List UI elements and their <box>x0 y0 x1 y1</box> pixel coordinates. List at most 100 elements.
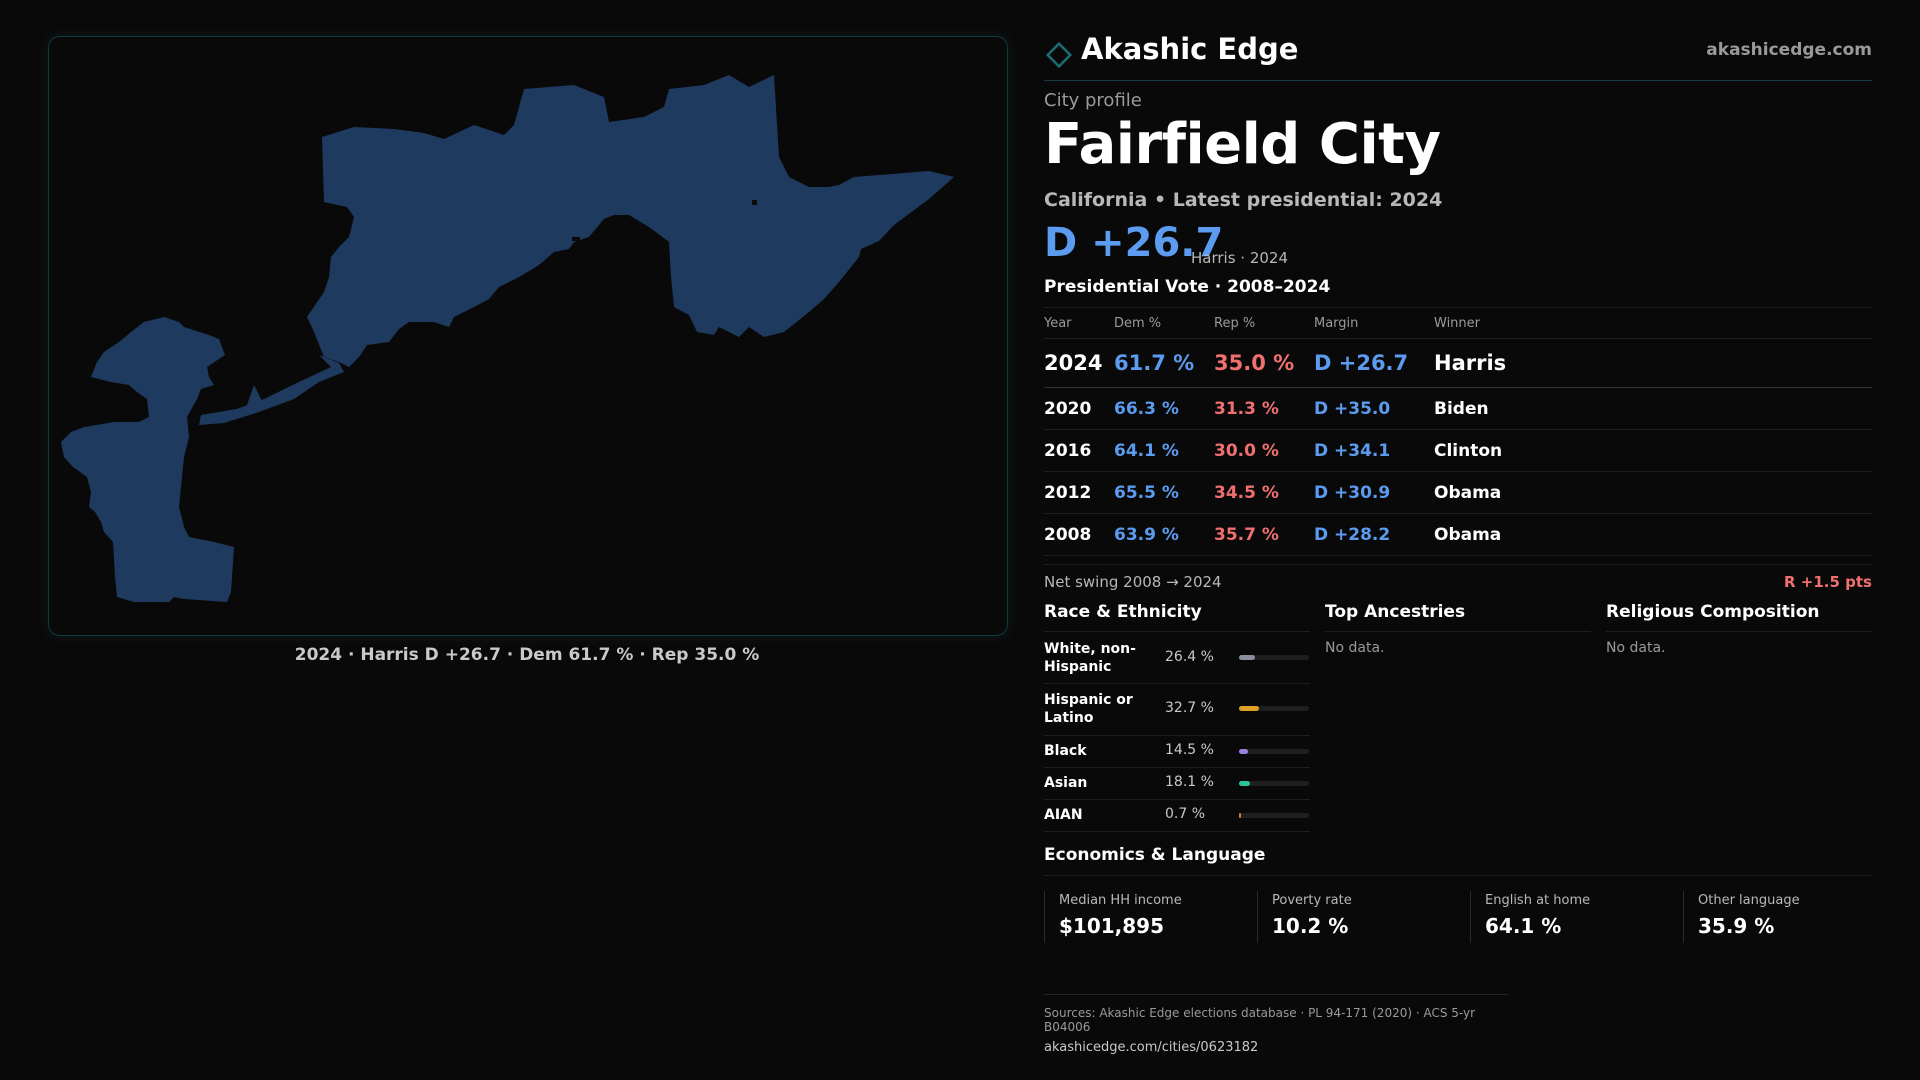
table-row: 2024 61.7 % 35.0 % D +26.7 Harris <box>1044 339 1872 388</box>
sources-url-link[interactable]: akashicedge.com/cities/0623182 <box>1044 1040 1259 1055</box>
cell-margin: D +30.9 <box>1314 483 1391 503</box>
table-row: 2012 65.5 % 34.5 % D +30.9 Obama <box>1044 472 1872 514</box>
cell-year: 2020 <box>1044 399 1092 419</box>
cell-margin: D +34.1 <box>1314 441 1391 461</box>
presidential-vote-table: Year Dem % Rep % Margin Winner 2024 61.7… <box>1044 307 1872 556</box>
race-label: Black <box>1044 743 1087 759</box>
table-header-row: Year Dem % Rep % Margin Winner <box>1044 307 1872 339</box>
cell-year: 2016 <box>1044 441 1092 461</box>
stat-other-language: Other language 35.9 % <box>1683 891 1889 943</box>
race-pct: 0.7 % <box>1165 806 1206 822</box>
stat-median-income: Median HH income $101,895 <box>1044 891 1250 943</box>
religion-section-title: Religious Composition <box>1606 600 1872 632</box>
cell-rep: 35.0 % <box>1214 351 1295 375</box>
cell-rep: 31.3 % <box>1214 399 1279 419</box>
cell-winner: Harris <box>1434 351 1507 375</box>
race-bar <box>1239 749 1309 754</box>
race-label: White, non-Hispanic <box>1044 641 1136 675</box>
vote-section-title: Presidential Vote · 2008–2024 <box>1044 277 1331 297</box>
cell-year: 2012 <box>1044 483 1092 503</box>
diamond-outline-icon <box>1044 40 1074 74</box>
header-rep: Rep % <box>1214 316 1256 331</box>
cell-winner: Obama <box>1434 483 1502 503</box>
header-margin: Margin <box>1314 316 1359 331</box>
stat-value: 64.1 % <box>1485 914 1562 938</box>
cell-winner: Biden <box>1434 399 1489 419</box>
net-swing-value: R +1.5 pts <box>1784 573 1872 591</box>
race-bar <box>1239 813 1309 818</box>
race-bar <box>1239 655 1309 660</box>
stat-english-at-home: English at home 64.1 % <box>1470 891 1676 943</box>
economics-section-title: Economics & Language <box>1044 845 1872 876</box>
city-boundary-shape <box>61 75 954 602</box>
race-bar-fill <box>1239 749 1248 754</box>
race-ethnicity-section: Race & Ethnicity White, non-Hispanic 26.… <box>1044 600 1310 832</box>
race-label: Hispanic or Latino <box>1044 692 1133 726</box>
table-row: 2016 64.1 % 30.0 % D +34.1 Clinton <box>1044 430 1872 472</box>
stat-value: 35.9 % <box>1698 914 1775 938</box>
table-row: 2020 66.3 % 31.3 % D +35.0 Biden <box>1044 388 1872 430</box>
race-bar-fill <box>1239 781 1250 786</box>
stat-poverty-rate: Poverty rate 10.2 % <box>1257 891 1463 943</box>
brand-url-link[interactable]: akashicedge.com <box>1706 40 1872 60</box>
race-row: Hispanic or Latino 32.7 % <box>1044 684 1310 736</box>
header-dem: Dem % <box>1114 316 1162 331</box>
sources-footer: Sources: Akashic Edge elections database… <box>1044 994 1508 1055</box>
latest-margin: D +26.7 <box>1044 220 1224 266</box>
brand-name: Akashic Edge <box>1081 32 1299 66</box>
race-bar-fill <box>1239 813 1241 818</box>
cell-rep: 34.5 % <box>1214 483 1279 503</box>
race-row: White, non-Hispanic 26.4 % <box>1044 632 1310 684</box>
race-bar-fill <box>1239 706 1259 711</box>
race-pct: 26.4 % <box>1165 649 1214 665</box>
cell-dem: 63.9 % <box>1114 525 1179 545</box>
header-winner: Winner <box>1434 316 1481 331</box>
cell-winner: Obama <box>1434 525 1502 545</box>
ancestries-section-title: Top Ancestries <box>1325 600 1591 632</box>
map-notch <box>752 200 757 205</box>
cell-margin: D +26.7 <box>1314 351 1409 375</box>
stat-value: $101,895 <box>1059 914 1165 938</box>
cell-dem: 66.3 % <box>1114 399 1179 419</box>
race-bar <box>1239 781 1309 786</box>
cell-dem: 64.1 % <box>1114 441 1179 461</box>
stat-label: English at home <box>1485 893 1591 908</box>
cell-rep: 30.0 % <box>1214 441 1279 461</box>
cell-dem: 65.5 % <box>1114 483 1179 503</box>
religion-section: Religious Composition No data. <box>1606 600 1872 656</box>
race-pct: 32.7 % <box>1165 700 1214 716</box>
latest-margin-note: Harris · 2024 <box>1191 249 1289 267</box>
cell-year: 2008 <box>1044 525 1092 545</box>
race-row: AIAN 0.7 % <box>1044 800 1310 832</box>
table-row: 2008 63.9 % 35.7 % D +28.2 Obama <box>1044 514 1872 556</box>
cell-margin: D +28.2 <box>1314 525 1391 545</box>
page-title: Fairfield City <box>1044 112 1441 177</box>
header-year: Year <box>1044 316 1072 331</box>
religion-empty-text: No data. <box>1606 640 1666 656</box>
cell-margin: D +35.0 <box>1314 399 1391 419</box>
race-bar <box>1239 706 1309 711</box>
brand-header: Akashic Edge akashicedge.com <box>1044 30 1872 81</box>
map-notch <box>572 237 580 241</box>
race-section-title: Race & Ethnicity <box>1044 600 1310 632</box>
city-boundary-map[interactable] <box>49 37 1007 635</box>
stat-value: 10.2 % <box>1272 914 1349 938</box>
sources-text: Sources: Akashic Edge elections database… <box>1044 1006 1476 1034</box>
race-pct: 18.1 % <box>1165 774 1214 790</box>
net-swing-label: Net swing 2008 → 2024 <box>1044 573 1222 591</box>
map-caption: 2024 · Harris D +26.7 · Dem 61.7 % · Rep… <box>294 645 760 665</box>
cell-year: 2024 <box>1044 351 1103 375</box>
race-row: Asian 18.1 % <box>1044 768 1310 800</box>
ancestries-empty-text: No data. <box>1325 640 1385 656</box>
city-profile-panel: Akashic Edge akashicedge.com City profil… <box>1044 0 1872 1080</box>
race-bar-fill <box>1239 655 1255 660</box>
city-map-panel[interactable] <box>48 36 1008 636</box>
stat-label: Other language <box>1698 893 1800 908</box>
race-row: Black 14.5 % <box>1044 736 1310 768</box>
ancestries-section: Top Ancestries No data. <box>1325 600 1591 656</box>
net-swing-row: Net swing 2008 → 2024 R +1.5 pts <box>1044 564 1872 597</box>
cell-winner: Clinton <box>1434 441 1503 461</box>
stat-label: Median HH income <box>1059 893 1182 908</box>
race-pct: 14.5 % <box>1165 742 1214 758</box>
page-subtitle: California • Latest presidential: 2024 <box>1044 189 1443 211</box>
